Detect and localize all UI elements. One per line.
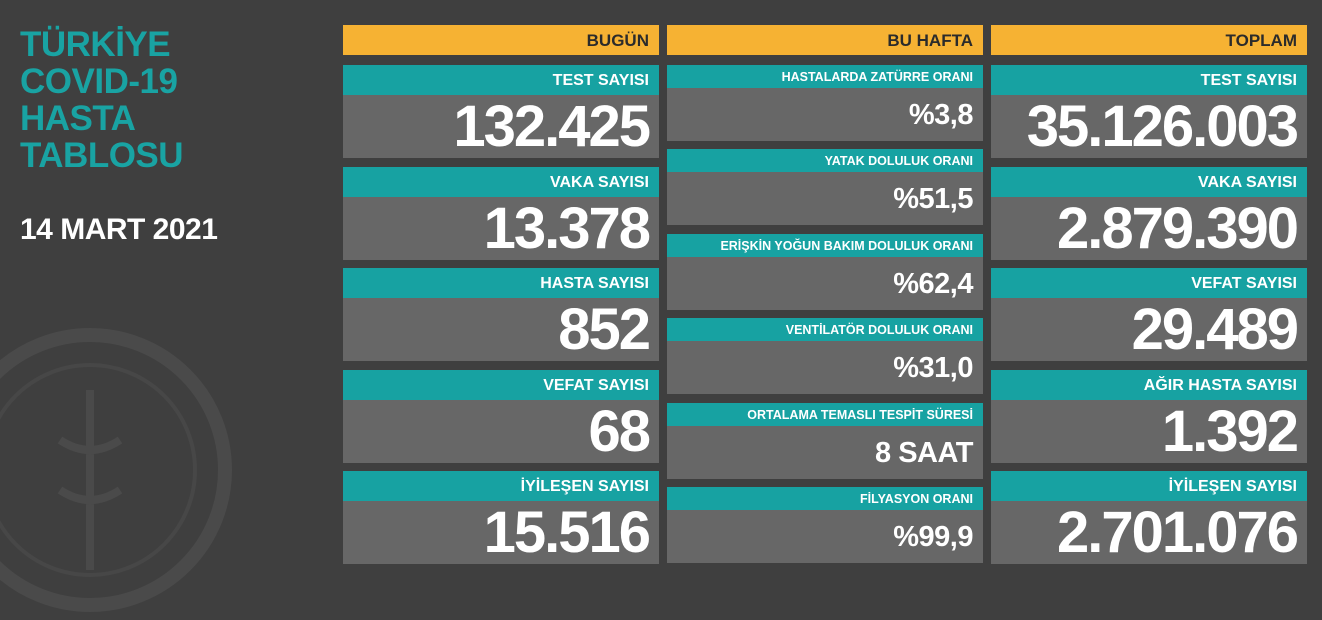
stat-value: 15.516 [483, 500, 651, 565]
stat-card: VAKA SAYISI 13.378 [343, 166, 659, 261]
stat-value: 35.126.003 [1026, 94, 1299, 159]
stat-label: TEST SAYISI [343, 65, 659, 95]
stat-card: FİLYASYON ORANI %99,9 [667, 486, 983, 563]
emblem-ring [0, 328, 232, 612]
stat-value: %31,0 [893, 352, 973, 385]
column-header: BU HAFTA [667, 25, 983, 55]
stat-card: HASTALARDA ZATÜRRE ORANI %3,8 [667, 65, 983, 141]
page: {"header": {"title_lines": ["TÜRKİYE", "… [0, 25, 1307, 612]
stat-label: FİLYASYON ORANI [667, 486, 983, 510]
stat-value: 2.879.390 [1056, 195, 1299, 261]
stat-value: 29.489 [1131, 297, 1299, 362]
title-line: TABLOSU [20, 136, 184, 175]
stat-label: VEFAT SAYISI [343, 369, 659, 400]
title-line: HASTA [20, 99, 136, 138]
stat-card: TEST SAYISI 132.425 [343, 65, 659, 159]
title-line: COVID-19 [20, 62, 178, 101]
title: TÜRKİYE COVID-19 HASTA TABLOSU [20, 25, 184, 175]
stat-label: HASTA SAYISI [343, 268, 659, 298]
stat-card: VENTİLATÖR DOLULUK ORANI %31,0 [667, 318, 983, 395]
stat-label: AĞIR HASTA SAYISI [991, 369, 1307, 400]
stat-card: YATAK DOLULUK ORANI %51,5 [667, 149, 983, 226]
stat-value: 132.425 [453, 94, 651, 159]
date: 14 MART 2021 [20, 213, 218, 246]
emblem [0, 328, 232, 612]
stat-label: ORTALAMA TEMASLI TESPİT SÜRESİ [667, 402, 983, 426]
stat-value: %51,5 [893, 183, 973, 216]
stat-label: İYİLEŞEN SAYISI [343, 471, 659, 501]
stat-card: İYİLEŞEN SAYISI 2.701.076 [991, 471, 1307, 565]
stat-card: VEFAT SAYISI 29.489 [991, 268, 1307, 362]
column-header: TOPLAM [991, 25, 1307, 55]
column: BUGÜN TEST SAYISI 132.425 VAKA SAYISI 13.378… [343, 25, 659, 573]
stat-card: HASTA SAYISI 852 [343, 268, 659, 362]
stat-value: 13.378 [483, 195, 651, 261]
stat-value: 8 SAAT [875, 436, 973, 469]
stat-label: VAKA SAYISI [991, 166, 1307, 197]
stat-card: İYİLEŞEN SAYISI 15.516 [343, 471, 659, 565]
stat-label: VENTİLATÖR DOLULUK ORANI [667, 318, 983, 342]
stat-card: VAKA SAYISI 2.879.390 [991, 166, 1307, 261]
stat-value: %99,9 [893, 520, 973, 553]
stat-card: ERİŞKİN YOĞUN BAKIM DOLULUK ORANI %62,4 [667, 233, 983, 310]
stat-label: HASTALARDA ZATÜRRE ORANI [667, 65, 983, 88]
stat-value: 852 [558, 297, 651, 362]
stat-label: ERİŞKİN YOĞUN BAKIM DOLULUK ORANI [667, 233, 983, 257]
stat-label: YATAK DOLULUK ORANI [667, 149, 983, 173]
stat-label: TEST SAYISI [991, 65, 1307, 95]
stat-label: VAKA SAYISI [343, 166, 659, 197]
stat-value: 1.392 [1161, 398, 1299, 464]
stat-value: 68 [588, 398, 651, 464]
column: TOPLAM TEST SAYISI 35.126.003 VAKA SAYISI 2.… [991, 25, 1307, 573]
stat-label: İYİLEŞEN SAYISI [991, 471, 1307, 501]
column-header: BUGÜN [343, 25, 659, 55]
stat-card: AĞIR HASTA SAYISI 1.392 [991, 369, 1307, 464]
emblem-caduceus [57, 390, 123, 570]
column: BU HAFTA HASTALARDA ZATÜRRE ORANI %3,8 YATA… [667, 25, 983, 571]
stat-card: VEFAT SAYISI 68 [343, 369, 659, 464]
stat-value: %62,4 [893, 267, 973, 300]
stat-value: 2.701.076 [1056, 500, 1299, 565]
emblem-inner-ring [0, 363, 197, 577]
stat-card: TEST SAYISI 35.126.003 [991, 65, 1307, 159]
stat-value: %3,8 [908, 99, 974, 131]
title-line: TÜRKİYE [20, 25, 171, 64]
stat-card: ORTALAMA TEMASLI TESPİT SÜRESİ 8 SAAT [667, 402, 983, 479]
stat-label: VEFAT SAYISI [991, 268, 1307, 298]
